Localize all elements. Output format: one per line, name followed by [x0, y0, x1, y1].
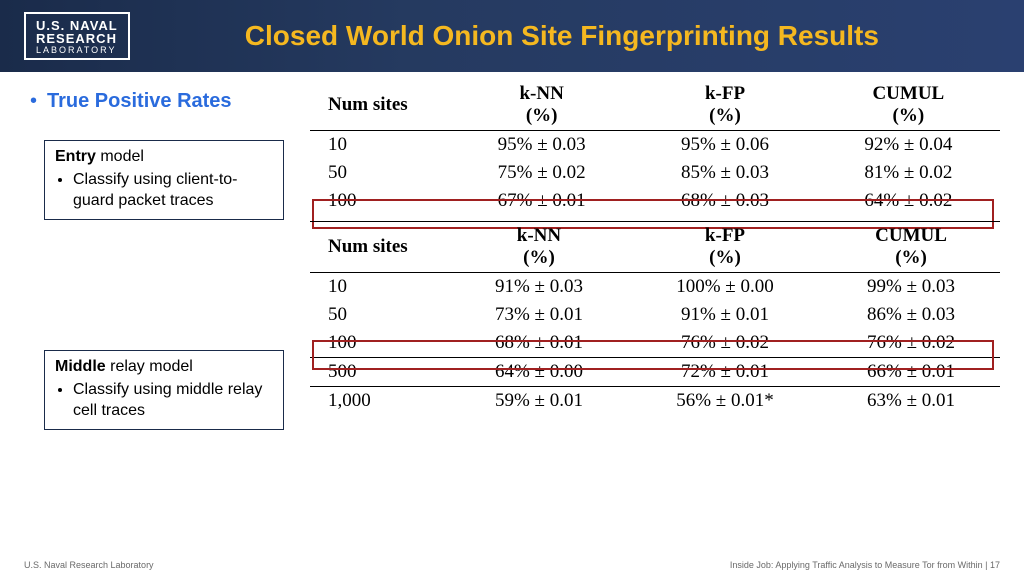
table-row: 50 73% ± 0.01 91% ± 0.01 86% ± 0.03	[310, 301, 1000, 329]
footer-left: U.S. Naval Research Laboratory	[24, 560, 154, 576]
middle-rest: relay model	[106, 358, 193, 375]
table-row: 100 67% ± 0.01 68% ± 0.03 64% ± 0.02	[310, 187, 1000, 215]
header-bar: U.S. NAVAL RESEARCH LABORATORY Closed Wo…	[0, 0, 1024, 72]
table-1: Num sites k-NN (%) k-FP (%) CUMUL (%) 10…	[310, 80, 1000, 215]
col-header: k-NN (%)	[450, 222, 628, 273]
table-row: 10 91% ± 0.03 100% ± 0.00 99% ± 0.03	[310, 273, 1000, 302]
table-2-wrap: Num sites k-NN (%) k-FP (%) CUMUL (%) 10…	[310, 221, 1000, 415]
col-header: k-FP (%)	[628, 222, 822, 273]
bullet-dot-icon: •	[30, 90, 37, 112]
col-header: CUMUL (%)	[817, 80, 1000, 131]
table-row: Num sites k-NN (%) k-FP (%) CUMUL (%)	[310, 222, 1000, 273]
slide: U.S. NAVAL RESEARCH LABORATORY Closed Wo…	[0, 0, 1024, 580]
table-2: Num sites k-NN (%) k-FP (%) CUMUL (%) 10…	[310, 221, 1000, 415]
col-header: CUMUL (%)	[822, 222, 1000, 273]
col-header: Num sites	[310, 80, 450, 131]
table-row: 10 95% ± 0.03 95% ± 0.06 92% ± 0.04	[310, 131, 1000, 160]
tables-area: Num sites k-NN (%) k-FP (%) CUMUL (%) 10…	[310, 80, 1000, 421]
tpr-label: True Positive Rates	[47, 90, 232, 112]
tpr-bullet: • True Positive Rates	[30, 90, 232, 113]
footer: U.S. Naval Research Laboratory Inside Jo…	[0, 560, 1024, 576]
entry-title: Entry	[55, 148, 96, 165]
table-1-wrap: Num sites k-NN (%) k-FP (%) CUMUL (%) 10…	[310, 80, 1000, 215]
slide-body: • True Positive Rates Entry model Classif…	[0, 80, 1024, 556]
table-row: 500 64% ± 0.00 72% ± 0.01 66% ± 0.01	[310, 358, 1000, 387]
col-header: k-FP (%)	[633, 80, 816, 131]
col-header: Num sites	[310, 222, 450, 273]
middle-title: Middle	[55, 358, 106, 375]
table-row: 100 68% ± 0.01 76% ± 0.02 76% ± 0.02	[310, 329, 1000, 358]
footer-right: Inside Job: Applying Traffic Analysis to…	[730, 560, 1000, 576]
entry-rest: model	[96, 148, 144, 165]
middle-item: Classify using middle relay cell traces	[73, 380, 273, 422]
middle-model-box: Middle relay model Classify using middle…	[44, 350, 284, 430]
logo-line-3: LABORATORY	[36, 46, 118, 55]
slide-title: Closed World Onion Site Fingerprinting R…	[130, 20, 1014, 52]
entry-item: Classify using client-to-guard packet tr…	[73, 170, 273, 212]
logo-line-1: U.S. NAVAL	[36, 19, 118, 33]
table-row: 50 75% ± 0.02 85% ± 0.03 81% ± 0.02	[310, 159, 1000, 187]
table-row: 1,000 59% ± 0.01 56% ± 0.01* 63% ± 0.01	[310, 387, 1000, 416]
logo-line-2: RESEARCH	[36, 32, 118, 46]
entry-model-box: Entry model Classify using client-to-gua…	[44, 140, 284, 220]
col-header: k-NN (%)	[450, 80, 633, 131]
table-row: Num sites k-NN (%) k-FP (%) CUMUL (%)	[310, 80, 1000, 131]
nrl-logo: U.S. NAVAL RESEARCH LABORATORY	[24, 12, 130, 61]
